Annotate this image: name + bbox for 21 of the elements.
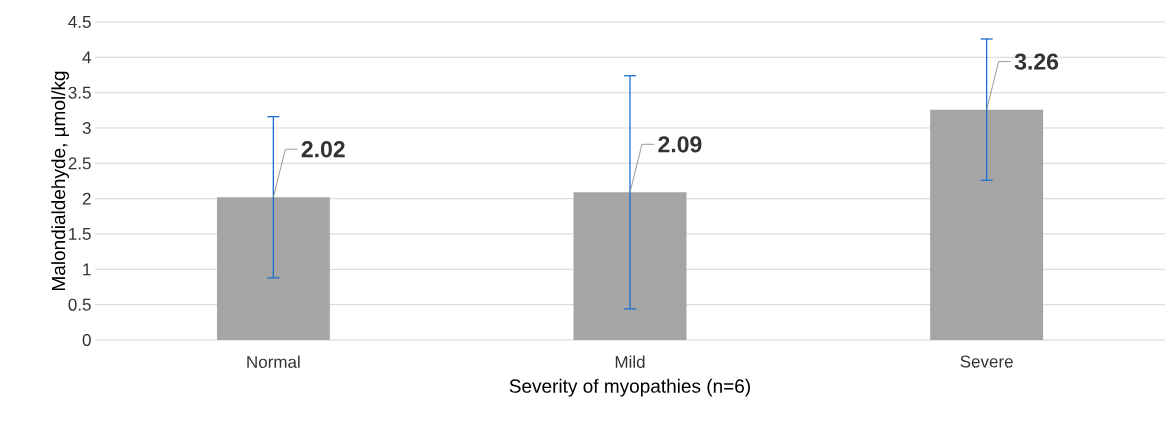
y-tick-label: 1 — [83, 263, 91, 276]
y-tick-label: 0 — [82, 333, 91, 347]
y-tick-label: 3 — [82, 121, 91, 135]
y-tick-label: 2 — [82, 192, 91, 205]
data-label: 2.09 — [658, 136, 702, 153]
bar — [216, 197, 330, 340]
y-tick-label: 2.5 — [68, 157, 91, 170]
x-tick-label: Normal — [247, 355, 300, 369]
x-tick-label: Mild — [615, 355, 645, 369]
x-tick-label: Severe — [960, 355, 1013, 368]
bar — [573, 192, 687, 340]
x-axis-title: Severity of myopathies (n=6) — [509, 378, 750, 397]
y-tick-label: 4.5 — [68, 16, 91, 28]
data-label: 2.02 — [301, 141, 345, 158]
data-label: 3.26 — [1014, 53, 1059, 70]
y-tick-label: 0.5 — [68, 298, 91, 311]
y-axis-title: Malondialdehyde, µmol/kg — [51, 71, 69, 290]
bar — [930, 109, 1044, 340]
y-tick-label: 3.5 — [68, 86, 91, 99]
y-tick-label: 1.5 — [69, 228, 91, 240]
y-tick-label: 4 — [82, 51, 91, 64]
